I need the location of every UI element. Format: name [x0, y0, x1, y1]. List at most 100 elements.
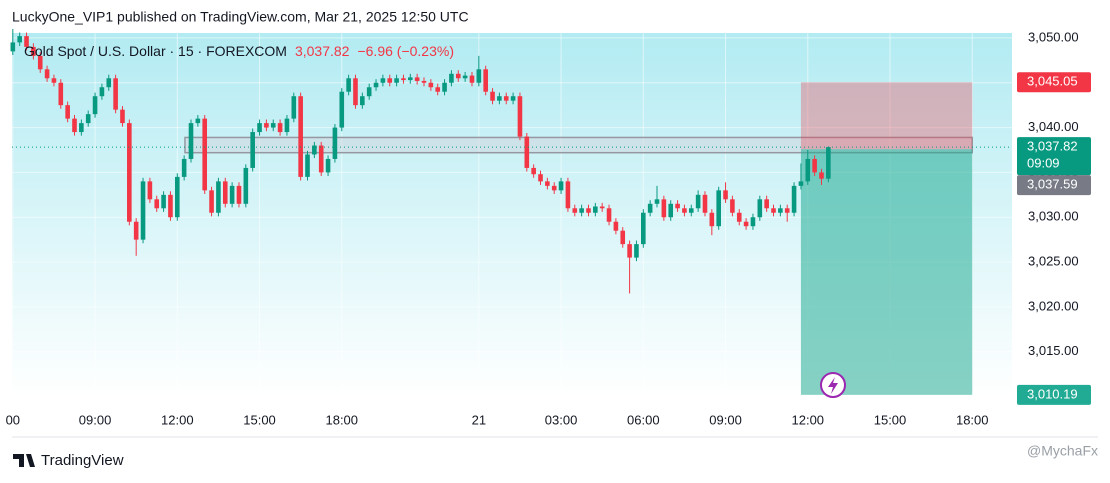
candle-body — [764, 199, 769, 209]
candle-body — [805, 158, 811, 182]
alert-icon[interactable] — [820, 372, 846, 398]
x-tick-label: 09:00 — [79, 412, 112, 427]
candle-body — [531, 167, 536, 175]
candle-body — [147, 181, 153, 200]
candle-body — [58, 82, 64, 106]
candle-body — [243, 167, 249, 204]
candle-body — [120, 109, 125, 124]
price-label: 3,037.82 — [1027, 139, 1078, 154]
candle-body — [353, 78, 358, 106]
x-tick-label: 18:00 — [325, 412, 358, 427]
candle-body — [394, 78, 399, 83]
candle-body — [599, 206, 605, 209]
candle-body — [524, 136, 530, 168]
candle-body — [99, 87, 105, 97]
stop-zone — [800, 82, 973, 150]
y-tick-label: 3,030.00 — [1028, 209, 1079, 224]
candle-body — [743, 221, 749, 227]
candle-body — [270, 123, 276, 128]
candle-body — [174, 176, 180, 218]
candle-body — [298, 96, 303, 177]
candle-body — [551, 185, 557, 191]
candle-body — [784, 208, 790, 213]
candle-body — [572, 208, 578, 213]
candle-body — [613, 221, 619, 231]
candle-body — [778, 208, 783, 213]
candle-body — [154, 199, 160, 209]
candle-body — [37, 55, 43, 70]
candle-body — [202, 118, 208, 191]
price-label: 3,010.19 — [1027, 386, 1078, 401]
candle-body — [736, 212, 742, 222]
candle-body — [490, 91, 495, 101]
candle-body — [730, 199, 735, 213]
brand: TradingView — [41, 452, 124, 469]
candle-body — [72, 118, 77, 133]
x-tick-label: 15:00 — [243, 412, 276, 427]
brand-logo — [13, 454, 35, 467]
candle-body — [709, 212, 715, 227]
candle-body — [140, 181, 146, 240]
candle-body — [688, 208, 694, 213]
candle-body — [133, 221, 139, 240]
x-tick-label: 00 — [6, 412, 20, 427]
candle-body — [826, 147, 831, 179]
candle-body — [771, 208, 776, 213]
candle-body — [161, 194, 166, 209]
candle-body — [31, 46, 36, 56]
candle-body — [586, 208, 591, 213]
candle-body — [723, 190, 728, 200]
legend-change: −6.96 (−0.23%) — [357, 43, 454, 59]
price-label: 3,045.05 — [1027, 74, 1078, 89]
candle-body — [819, 172, 824, 179]
x-tick-label: 09:00 — [709, 412, 742, 427]
header: LuckyOne_VIP1 published on TradingView.c… — [12, 9, 469, 25]
candle-body — [346, 78, 351, 92]
candle-body — [497, 96, 502, 101]
candle-body — [462, 75, 468, 79]
candle-body — [44, 69, 50, 79]
candle-body — [380, 78, 386, 83]
candle-body — [421, 80, 427, 83]
legend-symbol: Gold Spot / U.S. Dollar · 15 · FOREXCOM — [24, 43, 287, 59]
candle-body — [634, 244, 639, 258]
candle-body — [798, 181, 804, 186]
candle-body — [675, 203, 680, 209]
candle-body — [428, 82, 434, 88]
candle-body — [606, 208, 612, 222]
candle-body — [449, 73, 454, 83]
candle-body — [442, 82, 447, 92]
candle-body — [750, 217, 756, 227]
x-tick-label: 18:00 — [956, 412, 989, 427]
candle-body — [195, 118, 201, 124]
watermark: @MychaFx — [1027, 443, 1098, 459]
candle-body — [661, 199, 667, 218]
candle-body — [10, 42, 16, 52]
x-tick-label: 03:00 — [545, 412, 578, 427]
candle-body — [113, 78, 118, 110]
candle-body — [257, 123, 262, 133]
candle-body — [325, 158, 331, 173]
candle-body — [17, 36, 22, 43]
y-tick-label: 3,025.00 — [1028, 254, 1079, 269]
candle-body — [654, 199, 660, 204]
candle-body — [387, 78, 393, 83]
candle-body — [483, 69, 488, 92]
candle-body — [641, 212, 646, 245]
candle-body — [791, 185, 797, 213]
candle-body — [360, 96, 365, 106]
candle-body — [24, 36, 29, 47]
candle-body — [264, 123, 269, 128]
legend: Gold Spot / U.S. Dollar · 15 · FOREXCOM 3… — [24, 43, 454, 59]
candle-body — [216, 181, 221, 213]
candle-body — [332, 127, 338, 159]
candle-body — [503, 96, 509, 101]
candle-body — [79, 123, 84, 133]
candle-body — [127, 123, 132, 222]
candle-body — [668, 203, 674, 218]
candle-body — [65, 105, 70, 119]
candle-body — [366, 87, 372, 97]
legend-price: 3,037.82 — [295, 43, 350, 59]
candle-body — [92, 96, 98, 115]
x-tick-label: 15:00 — [874, 412, 907, 427]
